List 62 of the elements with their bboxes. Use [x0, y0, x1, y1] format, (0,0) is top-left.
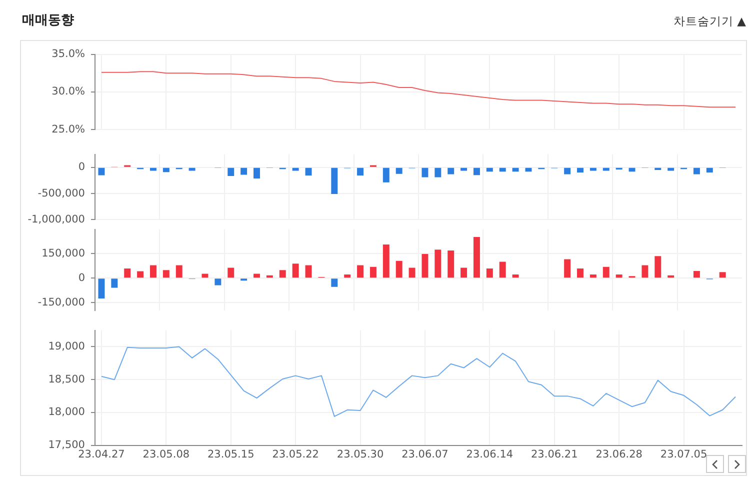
x-tick-label: 23.05.30 — [336, 448, 384, 460]
bar — [214, 278, 222, 286]
bar — [590, 274, 596, 278]
bar — [344, 274, 351, 278]
bar — [577, 268, 584, 278]
x-tick-label: 23.07.05 — [660, 448, 708, 460]
x-tick-label: 23.06.21 — [530, 448, 578, 460]
bar — [124, 268, 131, 278]
bar — [434, 250, 442, 278]
y-tick-label: 0 — [78, 161, 85, 174]
x-tick-label: 23.05.15 — [207, 448, 254, 460]
bar — [305, 265, 312, 278]
bar — [473, 236, 480, 278]
bar — [448, 250, 454, 278]
bar — [422, 254, 428, 278]
bar — [642, 265, 648, 278]
y-tick-label: 19,000 — [48, 340, 85, 352]
x-tick-label: 23.05.08 — [142, 448, 190, 460]
chart-title: 매매동향 — [22, 12, 74, 29]
bar — [137, 271, 144, 278]
y-tick-label: 30.0% — [52, 86, 86, 98]
y-tick-label: -500,000 — [38, 187, 85, 200]
x-tick-label: 23.04.27 — [78, 448, 125, 460]
bar — [499, 262, 506, 278]
bar — [382, 244, 390, 278]
bar — [719, 272, 726, 278]
bar — [396, 260, 402, 278]
y-tick-label: 25.0% — [52, 123, 86, 136]
bar — [693, 270, 700, 278]
y-tick-label: -1,000,000 — [28, 213, 85, 226]
bar — [564, 259, 571, 278]
y-tick-label: 150,000 — [42, 247, 85, 260]
bar — [292, 264, 299, 278]
y-tick-label: 18,000 — [48, 406, 85, 418]
bar — [228, 268, 234, 278]
bar — [150, 265, 156, 278]
bar — [162, 270, 170, 278]
x-tick-label: 23.06.28 — [596, 448, 642, 460]
bar — [176, 265, 182, 278]
bar — [654, 256, 662, 278]
y-tick-label: -150,000 — [38, 296, 85, 308]
y-tick-label: 18,500 — [48, 373, 85, 386]
text: 차트숨기기 ▲ — [674, 14, 746, 29]
x-tick-label: 23.06.07 — [402, 448, 448, 460]
bar — [408, 268, 416, 278]
bar — [486, 268, 493, 278]
x-tick-label: 23.06.14 — [466, 448, 514, 460]
y-tick-label: 35.0% — [52, 48, 86, 60]
bar — [616, 274, 622, 278]
bar — [111, 278, 118, 288]
y-tick-label: 0 — [78, 272, 85, 284]
bar — [602, 266, 610, 278]
bar — [331, 278, 338, 287]
bar — [370, 266, 376, 278]
x-tick-label: 23.05.22 — [272, 448, 319, 460]
bar — [460, 268, 468, 278]
bar — [254, 274, 260, 278]
bar — [202, 274, 208, 278]
bar — [279, 270, 286, 278]
bar — [357, 265, 364, 278]
bar — [98, 278, 105, 298]
bar — [512, 274, 519, 278]
